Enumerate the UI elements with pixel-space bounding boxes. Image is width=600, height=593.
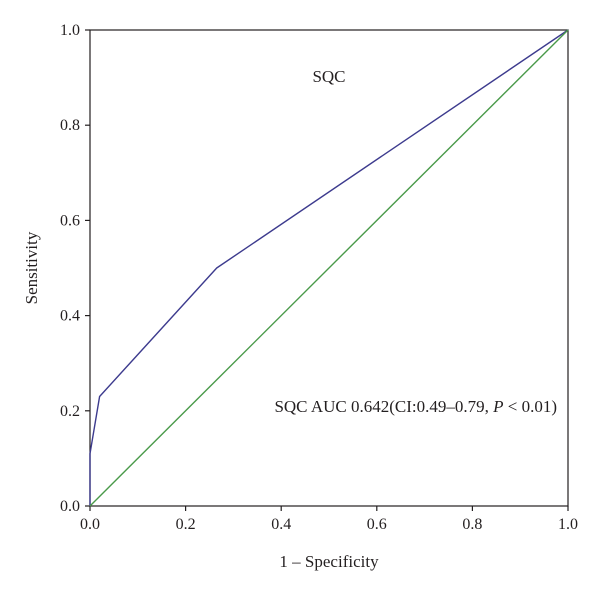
auc-annotation: SQC AUC 0.642(CI:0.49–0.79, P < 0.01) <box>274 397 557 416</box>
y-tick-label: 1.0 <box>60 22 80 39</box>
x-axis: 0.0 0.2 0.4 0.6 0.8 1.0 <box>80 506 578 533</box>
y-tick-label: 0.2 <box>60 403 80 420</box>
x-tick-label: 0.8 <box>462 516 482 533</box>
series-label-annotation: SQC <box>312 67 345 86</box>
y-tick-label: 0.0 <box>60 498 80 515</box>
x-tick-label: 0.0 <box>80 516 100 533</box>
y-axis-title: Sensitivity <box>22 231 41 304</box>
series-layer <box>89 29 569 507</box>
y-tick-label: 0.8 <box>60 117 80 134</box>
y-axis: 0.0 0.2 0.4 0.6 0.8 1.0 <box>60 22 90 515</box>
reference-diagonal-line <box>89 29 569 507</box>
plot-frame <box>89 29 569 507</box>
x-tick-label: 1.0 <box>558 516 578 533</box>
x-tick-label: 0.6 <box>367 516 387 533</box>
y-tick-label: 0.6 <box>60 212 80 229</box>
p-symbol: P <box>492 397 503 416</box>
p-value-text: < 0.01) <box>504 397 558 416</box>
roc-curve-line <box>89 29 569 506</box>
x-tick-label: 0.2 <box>176 516 196 533</box>
x-tick-label: 0.4 <box>271 516 291 533</box>
y-tick-label: 0.4 <box>60 308 80 325</box>
auc-text: SQC AUC 0.642(CI:0.49–0.79, <box>274 397 493 416</box>
x-axis-title: 1 – Specificity <box>279 552 379 571</box>
